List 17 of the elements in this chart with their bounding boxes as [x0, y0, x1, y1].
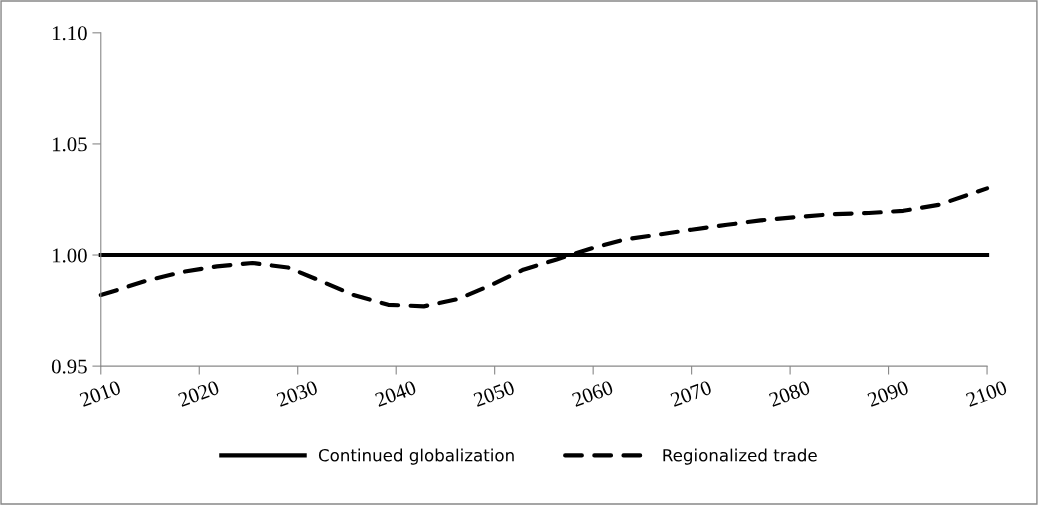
x-tick-label: 2060 — [571, 380, 614, 408]
y-tick-label: 0.95 — [51, 359, 87, 374]
legend-label: Continued globalization — [318, 448, 514, 465]
x-tick-label: 2050 — [472, 380, 516, 408]
x-tick-label: 2080 — [768, 380, 811, 408]
x-tick-label: 2070 — [669, 380, 713, 408]
x-tick-label: 2100 — [965, 380, 1008, 408]
x-tick-label: 2030 — [275, 380, 319, 408]
y-tick-label: 1.10 — [52, 26, 87, 41]
y-tick-label: 1.00 — [52, 248, 87, 263]
x-tick-label: 2090 — [866, 380, 910, 408]
x-tick-label: 2010 — [79, 380, 122, 408]
x-tick-label: 2020 — [177, 380, 220, 408]
line-series — [98, 186, 990, 309]
x-tick-label: 2040 — [374, 380, 417, 408]
legend-label: Regionalized trade — [663, 448, 817, 465]
y-tick-label: 1.05 — [52, 137, 87, 152]
